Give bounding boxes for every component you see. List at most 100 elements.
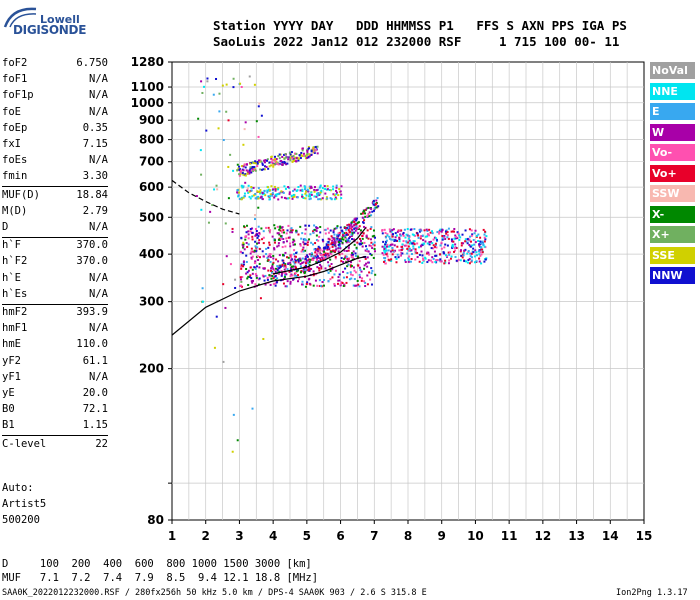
echo-point — [284, 271, 287, 274]
echo-point — [306, 151, 309, 154]
echo-point — [251, 231, 254, 234]
echo-point — [370, 226, 373, 229]
echo-point — [308, 185, 311, 188]
echo-point — [317, 191, 320, 194]
echo-point — [454, 237, 457, 240]
echo-point — [247, 237, 250, 240]
echo-point — [347, 233, 350, 236]
echo-point — [398, 229, 401, 232]
echo-point — [247, 269, 250, 272]
echo-point — [407, 237, 410, 240]
echo-point — [308, 224, 311, 227]
echo-point — [276, 188, 279, 191]
echo-point — [390, 258, 393, 261]
echo-point — [468, 243, 471, 246]
echo-point — [369, 278, 372, 281]
echo-point — [284, 162, 287, 165]
echo-point — [277, 163, 280, 166]
echo-point — [280, 274, 283, 277]
echo-point — [282, 162, 285, 165]
echo-point — [324, 267, 327, 270]
echo-point — [362, 232, 365, 235]
echo-point — [315, 238, 318, 241]
echo-point — [407, 245, 410, 248]
echo-point — [255, 274, 258, 277]
param-label: h`F — [2, 239, 21, 252]
echo-point — [334, 257, 337, 260]
echo-point — [241, 196, 244, 199]
echo-point — [365, 262, 368, 265]
echo-point — [267, 259, 270, 262]
echo-point — [328, 265, 331, 268]
echo-point — [308, 263, 311, 266]
echo-point — [308, 194, 311, 197]
echo-point — [268, 161, 271, 164]
echo-point — [281, 163, 284, 166]
echo-point — [329, 229, 332, 232]
echo-point — [323, 246, 326, 249]
echo-point — [381, 232, 384, 235]
echo-point — [246, 189, 249, 192]
legend-item: E — [650, 103, 695, 120]
echo-point — [250, 277, 253, 280]
echo-point — [201, 287, 204, 290]
echo-point — [259, 192, 262, 195]
echo-point — [323, 250, 326, 253]
x-tick-label: 1 — [168, 529, 176, 543]
echo-point — [386, 255, 389, 258]
echo-point — [294, 274, 297, 277]
echo-point — [295, 189, 298, 192]
echo-point — [251, 238, 254, 241]
echo-point — [405, 241, 408, 244]
echo-point — [242, 243, 245, 246]
param-row: foF1p N/A — [2, 89, 108, 104]
echo-point — [266, 276, 269, 279]
echo-point — [255, 162, 258, 165]
echo-point — [330, 197, 333, 200]
echo-point — [267, 255, 270, 258]
echo-point — [315, 273, 318, 276]
echo-point — [454, 234, 457, 237]
echo-point — [298, 277, 301, 280]
echo-point — [271, 194, 274, 197]
echo-point — [359, 239, 362, 242]
echo-point — [366, 265, 369, 268]
echo-point — [448, 253, 451, 256]
echo-point — [316, 192, 319, 195]
echo-point — [262, 275, 265, 278]
echo-point — [408, 242, 411, 245]
echo-point — [274, 227, 277, 230]
echo-point — [473, 261, 476, 264]
echo-point — [356, 227, 359, 230]
echo-point — [350, 230, 353, 233]
echo-point — [413, 240, 416, 243]
echo-point — [430, 240, 433, 243]
echo-point — [335, 248, 338, 251]
echo-point — [249, 167, 252, 170]
echo-point — [261, 168, 264, 171]
echo-point — [433, 250, 436, 253]
echo-point — [271, 192, 274, 195]
echo-point — [266, 278, 269, 281]
echo-point — [327, 271, 330, 274]
echo-point — [229, 153, 232, 156]
echo-point — [304, 197, 307, 200]
echo-point — [297, 280, 300, 283]
echo-point — [340, 281, 343, 284]
echo-point — [346, 238, 349, 241]
echo-point — [249, 162, 252, 165]
echo-point — [317, 256, 320, 259]
param-value: 7.15 — [82, 138, 108, 150]
echo-point — [469, 235, 472, 238]
echo-point — [318, 186, 321, 189]
echo-point — [242, 241, 245, 244]
echo-point — [322, 253, 325, 256]
echo-point — [387, 245, 390, 248]
echo-point — [328, 189, 331, 192]
echo-point — [429, 259, 432, 262]
echo-point — [273, 241, 276, 244]
echo-point — [384, 262, 387, 265]
echo-point — [282, 229, 285, 232]
echo-point — [258, 266, 261, 269]
echo-point — [281, 161, 284, 164]
